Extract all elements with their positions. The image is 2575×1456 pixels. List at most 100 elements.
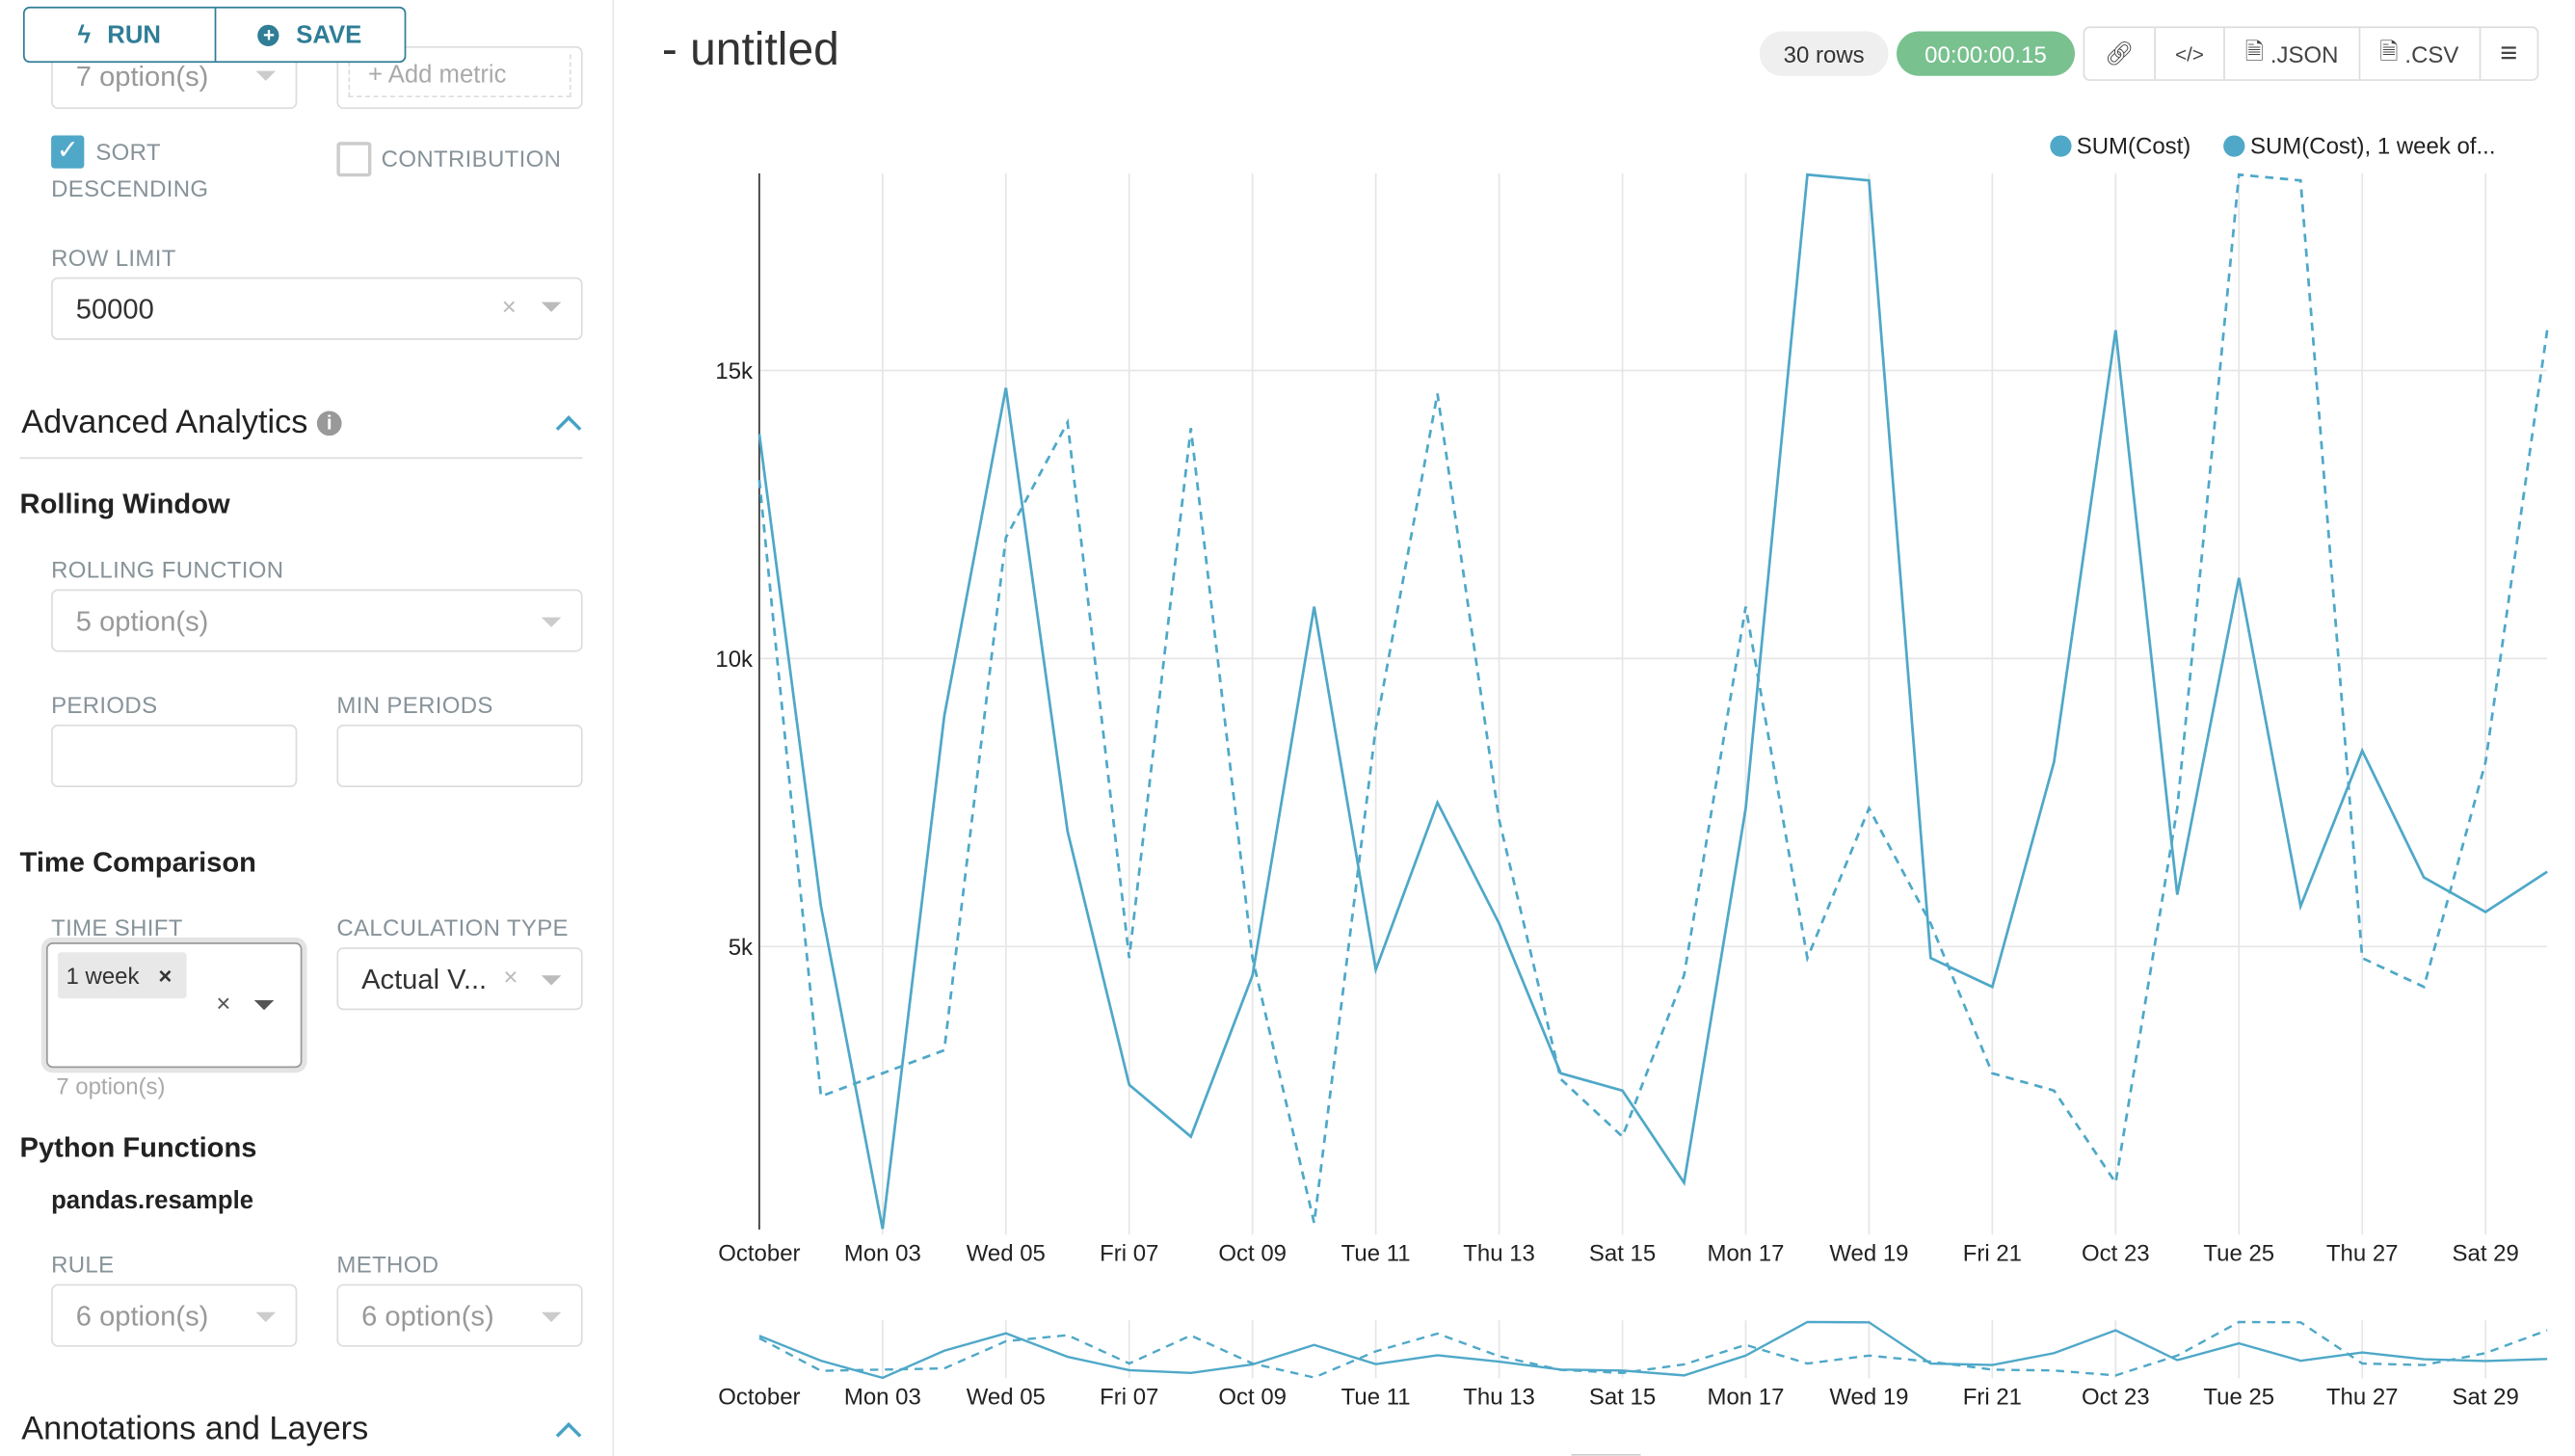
tag-1-week: 1 week × (57, 952, 187, 999)
brush-x-tick-label: Fri 21 (1963, 1385, 2022, 1411)
row-limit-label: ROW LIMIT (51, 244, 176, 271)
save-button[interactable]: + SAVE (213, 8, 405, 62)
export-toolbar: 🔗︎ </> 🗎 .JSON 🗎 .CSV ≡ (2083, 26, 2539, 81)
run-button[interactable]: ϟ RUN (77, 20, 161, 49)
brush-series-line (758, 1320, 2548, 1380)
brush-x-tick-label: Thu 13 (1463, 1385, 1535, 1411)
legend-item-sum-cost[interactable]: SUM(Cost) (2050, 132, 2190, 158)
brush-x-tick-label: Sat 29 (2453, 1385, 2519, 1411)
link-icon: 🔗︎ (2104, 40, 2135, 66)
embed-code-button[interactable]: </> (2153, 28, 2224, 80)
clear-icon[interactable]: × (503, 964, 518, 993)
x-tick-label: Thu 27 (2326, 1241, 2399, 1267)
time-shift-select[interactable]: 1 week × × (45, 942, 303, 1069)
calculation-type-select[interactable]: Actual V... × (336, 947, 583, 1011)
more-menu-button[interactable]: ≡ (2478, 28, 2537, 80)
row-count-badge: 30 rows (1759, 31, 1889, 76)
periods-label: PERIODS (51, 691, 158, 719)
plus-icon: + (367, 61, 388, 90)
sidebar-divider (612, 0, 615, 1456)
remove-tag-icon[interactable]: × (158, 962, 173, 989)
brush-x-tick-label: Wed 19 (1829, 1385, 1908, 1411)
annotations-header[interactable]: Annotations and Layers (21, 1411, 369, 1448)
export-csv-button[interactable]: 🗎 .CSV (2358, 28, 2479, 80)
x-tick-label: Sat 29 (2453, 1241, 2519, 1267)
x-tick-label: Mon 17 (1708, 1241, 1785, 1267)
info-icon: i (316, 410, 342, 437)
rolling-function-select[interactable]: 5 option(s) (51, 589, 583, 652)
divider (19, 457, 583, 460)
plus-circle-icon: + (257, 23, 280, 46)
time-shift-hint: 7 option(s) (56, 1072, 166, 1099)
brush-x-tick-label: Mon 17 (1708, 1385, 1785, 1411)
brush-x-tick-label: October (718, 1385, 800, 1411)
y-tick-label: 5k (729, 935, 754, 961)
chevron-down-icon (541, 617, 562, 627)
x-tick-label: Oct 23 (2082, 1241, 2150, 1267)
export-json-button[interactable]: 🗎 .JSON (2223, 28, 2358, 80)
check-icon: ✓ (56, 137, 79, 166)
bolt-icon: ϟ (77, 20, 92, 49)
min-periods-input[interactable] (336, 724, 583, 788)
x-tick-label: Mon 03 (844, 1241, 921, 1267)
rule-label: RULE (51, 1251, 115, 1278)
y-tick-label: 15k (715, 358, 754, 384)
x-tick-label: Oct 09 (1218, 1241, 1287, 1267)
chevron-down-icon (541, 975, 562, 986)
legend-dot (2223, 134, 2245, 156)
brush-x-tick-label: Sat 15 (1589, 1385, 1656, 1411)
chevron-down-icon (255, 70, 277, 81)
sort-label: SORT (95, 138, 161, 166)
brush-x-tick-label: Tue 11 (1341, 1385, 1411, 1411)
legend-item-sum-cost-1-week[interactable]: SUM(Cost), 1 week of... (2223, 132, 2495, 158)
rolling-window-title: Rolling Window (19, 488, 230, 520)
x-tick-label: Tue 25 (2203, 1241, 2274, 1267)
brush-x-tick-label: Mon 03 (844, 1385, 921, 1411)
chevron-down-icon (253, 999, 275, 1011)
x-tick-label: Tue 11 (1341, 1241, 1411, 1267)
brush-x-tick-label: Tue 25 (2203, 1385, 2274, 1411)
x-tick-label: Fri 21 (1963, 1241, 2022, 1267)
series-line-sum-cost (757, 172, 2548, 1230)
sort-descending-checkbox[interactable]: ✓ (51, 135, 85, 169)
file-text-icon: 🗎 (2379, 37, 2399, 64)
chart-title[interactable]: - untitled (661, 22, 839, 75)
legend-dot (2050, 134, 2072, 156)
python-functions-title: Python Functions (19, 1131, 257, 1164)
min-periods-label: MIN PERIODS (336, 691, 493, 719)
brush-x-tick-label: Fri 07 (1100, 1385, 1158, 1411)
legend: SUM(Cost) SUM(Cost), 1 week of... (2050, 132, 2495, 158)
x-tick-label: Wed 19 (1829, 1241, 1908, 1267)
link-button[interactable]: 🔗︎ (2084, 28, 2154, 79)
brush-x-tick-label: Thu 27 (2326, 1385, 2399, 1411)
sort-label-2: DESCENDING (51, 174, 209, 201)
time-shift-label: TIME SHIFT (51, 913, 183, 941)
time-comparison-title: Time Comparison (19, 846, 256, 879)
x-tick-label: Fri 07 (1100, 1241, 1158, 1267)
brush-series-line (758, 1320, 2548, 1379)
chevron-down-icon (255, 1311, 277, 1322)
rule-select[interactable]: 6 option(s) (51, 1284, 298, 1347)
file-code-icon: 🗎 (2244, 37, 2264, 64)
clear-icon[interactable]: × (216, 990, 231, 1019)
contribution-checkbox[interactable] (336, 142, 372, 177)
x-tick-label: Sat 15 (1589, 1241, 1656, 1267)
series-line-1-week-offset (757, 172, 2549, 1224)
chevron-down-icon (541, 302, 562, 312)
advanced-analytics-header[interactable]: Advanced Analytics i (21, 405, 342, 442)
y-tick-label: 10k (715, 647, 754, 673)
brush-x-tick-label: Oct 09 (1218, 1385, 1287, 1411)
periods-input[interactable] (51, 724, 298, 788)
row-limit-select[interactable]: 50000 × (51, 277, 583, 340)
brush-x-tick-label: Oct 23 (2082, 1385, 2150, 1411)
method-label: METHOD (336, 1251, 439, 1278)
x-tick-label: October (718, 1241, 800, 1267)
query-timer-badge: 00:00:00.15 (1897, 31, 2076, 76)
clear-icon[interactable]: × (501, 293, 517, 322)
code-icon: </> (2175, 41, 2204, 66)
x-tick-label: Wed 05 (967, 1241, 1046, 1267)
method-select[interactable]: 6 option(s) (336, 1284, 583, 1347)
x-tick-label: Thu 13 (1463, 1241, 1535, 1267)
add-metric-button[interactable]: + Add metric (336, 45, 583, 110)
